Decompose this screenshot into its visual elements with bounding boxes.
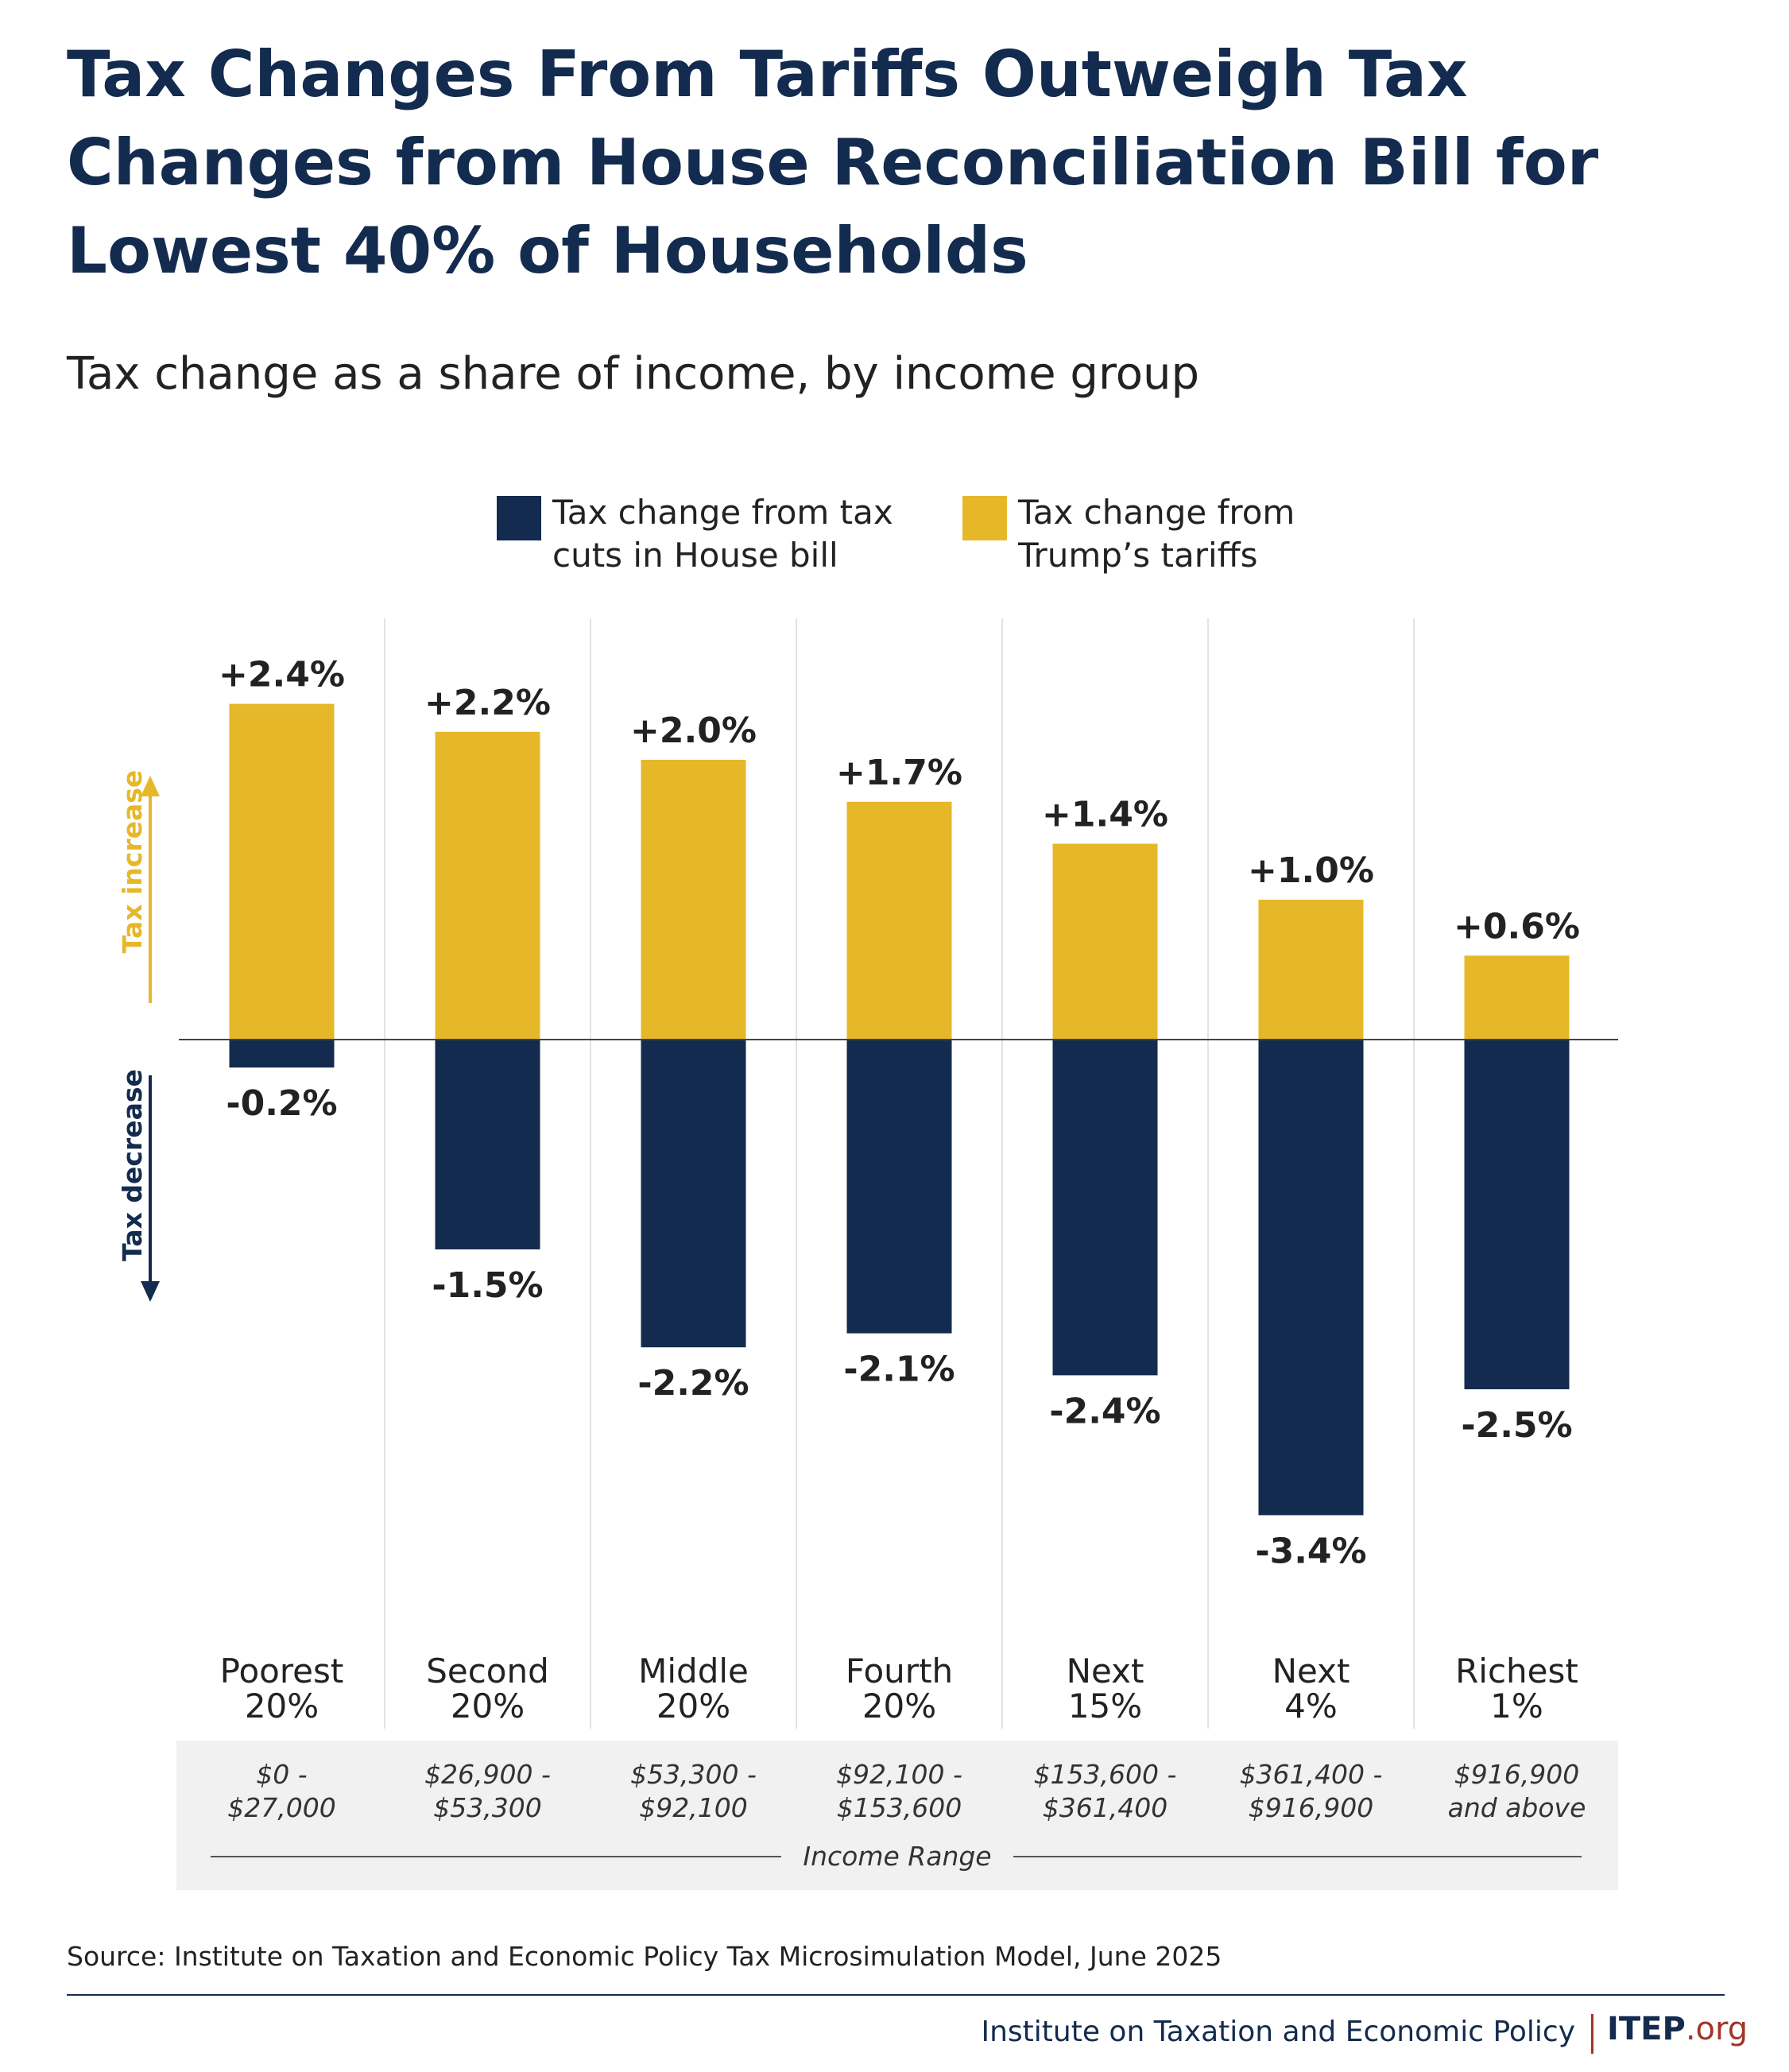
- data-label-increase: +2.2%: [424, 683, 551, 723]
- category-label-line1: Second: [426, 1652, 549, 1691]
- data-label-increase: +1.0%: [1248, 850, 1374, 891]
- income-range-line1: $153,600 -: [1034, 1759, 1177, 1790]
- tax-decrease-label: Tax decrease: [117, 1069, 148, 1261]
- tax-increase-label: Tax increase: [117, 770, 148, 954]
- bar-house-bill-decrease: [846, 1040, 952, 1334]
- bar-tariff-increase: [641, 760, 746, 1040]
- bar-house-bill-decrease: [229, 1040, 335, 1068]
- category-label-line2: 20%: [451, 1687, 525, 1725]
- chart-title: Tax Changes From Tariffs Outweigh Tax Ch…: [67, 37, 1599, 288]
- income-range-panel: [176, 1741, 1618, 1890]
- income-range-line1: $0 -: [256, 1759, 307, 1790]
- footer-divider: [67, 1994, 1725, 1996]
- bar-tariff-increase: [1052, 843, 1158, 1040]
- category-label-line2: 20%: [656, 1687, 730, 1725]
- category-label-line1: Poorest: [220, 1652, 344, 1691]
- logo-main-text: ITEP: [1607, 2011, 1686, 2047]
- category-label-line2: 4%: [1284, 1687, 1338, 1725]
- legend-label-tariffs-line1: Tax change from: [1018, 493, 1295, 532]
- data-label-decrease: -0.2%: [226, 1083, 337, 1124]
- footer-org-name: Institute on Taxation and Economic Polic…: [981, 2016, 1575, 2048]
- data-label-increase: +2.4%: [219, 655, 345, 695]
- category-label-line1: Next: [1067, 1652, 1144, 1691]
- category-label-line1: Richest: [1455, 1652, 1578, 1691]
- legend-label-house-bill-line1: Tax change from tax: [552, 493, 893, 532]
- bar-house-bill-decrease: [1464, 1040, 1570, 1389]
- bar-tariff-increase: [1464, 955, 1570, 1040]
- arrow-down-icon: [141, 1281, 160, 1302]
- itep-logo: ITEP.org: [1607, 2011, 1748, 2047]
- chart-subtitle: Tax change as a share of income, by inco…: [67, 348, 1200, 400]
- bar-tariff-increase: [846, 801, 952, 1040]
- data-label-decrease: -2.5%: [1461, 1405, 1572, 1446]
- data-label-decrease: -3.4%: [1255, 1531, 1366, 1571]
- category-label-line1: Next: [1272, 1652, 1350, 1691]
- income-range-line2: and above: [1448, 1792, 1586, 1823]
- category-label-line1: Middle: [638, 1652, 749, 1691]
- data-label-decrease: -1.5%: [432, 1265, 543, 1306]
- category-label-line2: 1%: [1490, 1687, 1543, 1725]
- bar-tariff-increase: [435, 731, 540, 1040]
- data-label-decrease: -2.1%: [843, 1350, 955, 1390]
- income-range-line2: $27,000: [227, 1792, 335, 1823]
- income-range-line1: $53,300 -: [630, 1759, 757, 1790]
- logo-domain-text: .org: [1685, 2011, 1748, 2047]
- income-range-line2: $53,300: [433, 1792, 541, 1823]
- income-range-line2: $153,600: [837, 1792, 962, 1823]
- legend-label-house-bill-line2: cuts in House bill: [552, 536, 838, 575]
- income-range-line1: $916,900: [1454, 1759, 1579, 1790]
- category-label-line2: 15%: [1068, 1687, 1142, 1725]
- income-range-line2: $361,400: [1043, 1792, 1167, 1823]
- data-label-increase: +2.0%: [630, 711, 757, 751]
- data-label-decrease: -2.2%: [637, 1363, 749, 1404]
- income-range-line2: $916,900: [1249, 1792, 1373, 1823]
- income-range-line1: $361,400 -: [1240, 1759, 1383, 1790]
- arrow-up-icon: [141, 776, 160, 796]
- income-range-line1: $26,900 -: [424, 1759, 551, 1790]
- legend-swatch-tariffs: [962, 496, 1007, 540]
- bar-house-bill-decrease: [1052, 1040, 1158, 1376]
- data-label-increase: +0.6%: [1454, 906, 1580, 947]
- category-label-line2: 20%: [245, 1687, 319, 1725]
- income-range-axis-label: Income Range: [803, 1841, 991, 1872]
- legend-item-tariffs: Tax change from Trump’s tariffs: [962, 491, 1384, 577]
- bar-house-bill-decrease: [1258, 1040, 1364, 1516]
- footer-separator: [1591, 2014, 1593, 2054]
- bar-tariff-increase: [1258, 900, 1364, 1040]
- data-label-increase: +1.7%: [836, 753, 962, 793]
- bar-tariff-increase: [229, 703, 335, 1040]
- legend-label-tariffs: Tax change from Trump’s tariffs: [1018, 491, 1384, 577]
- legend-swatch-house-bill: [497, 496, 541, 540]
- category-label-line2: 20%: [862, 1687, 936, 1725]
- bar-house-bill-decrease: [435, 1040, 540, 1249]
- data-label-increase: +1.4%: [1042, 795, 1168, 835]
- income-range-line1: $92,100 -: [836, 1759, 962, 1790]
- income-range-line2: $92,100: [639, 1792, 747, 1823]
- legend-item-house-bill: Tax change from tax cuts in House bill: [497, 491, 918, 577]
- data-label-decrease: -2.4%: [1049, 1391, 1160, 1431]
- legend-label-tariffs-line2: Trump’s tariffs: [1018, 536, 1258, 575]
- category-label-line1: Fourth: [846, 1652, 953, 1691]
- legend-label-house-bill: Tax change from tax cuts in House bill: [552, 491, 918, 577]
- source-note: Source: Institute on Taxation and Econom…: [67, 1941, 1222, 1972]
- bar-house-bill-decrease: [641, 1040, 746, 1348]
